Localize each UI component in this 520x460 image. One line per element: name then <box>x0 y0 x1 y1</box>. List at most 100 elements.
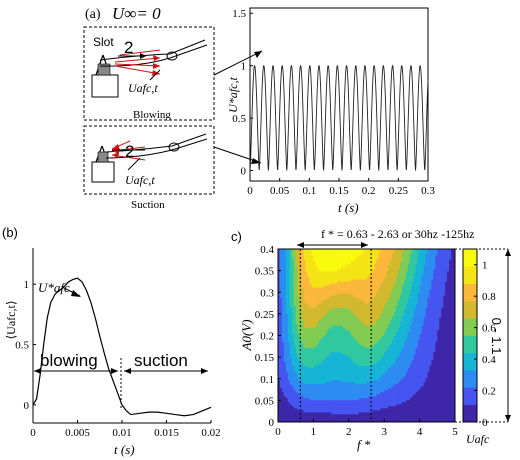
heatmap-cell <box>299 367 302 371</box>
heatmap-cell <box>301 311 304 314</box>
heatmap-cell <box>291 383 295 387</box>
heatmap-cell <box>303 263 306 266</box>
heatmap-cell <box>378 331 381 334</box>
heatmap-cell <box>279 285 283 288</box>
heatmap-cell <box>331 371 334 375</box>
heatmap-cell <box>376 365 379 369</box>
heatmap-cell <box>356 389 360 393</box>
heatmap-cell <box>321 305 324 308</box>
heatmap-cell <box>287 293 291 296</box>
x-tick-label: 0.15 <box>329 185 349 197</box>
heatmap-cell <box>388 273 391 276</box>
heatmap-cell <box>352 399 356 403</box>
heatmap-cell <box>370 387 373 391</box>
heatmap-cell <box>386 325 389 328</box>
x-tick-label: 0.25 <box>389 185 409 197</box>
heatmap-cell <box>338 347 342 350</box>
heatmap-cell <box>362 393 365 397</box>
heatmap-cell <box>354 311 358 314</box>
heatmap-cell <box>372 387 375 391</box>
heatmap-cell <box>338 331 342 334</box>
heatmap-cell <box>352 263 356 266</box>
heatmap-cell <box>384 329 387 332</box>
heatmap-cell <box>323 293 326 296</box>
heatmap-cell <box>283 319 287 322</box>
heatmap-cell <box>311 361 314 365</box>
heatmap-cell <box>313 279 316 282</box>
heatmap-cell <box>331 391 334 395</box>
heatmap-cell <box>289 381 293 385</box>
heatmap-cell <box>285 285 289 288</box>
heatmap-cell <box>279 359 283 363</box>
heatmap-cell <box>360 309 363 312</box>
heatmap-cell <box>368 357 371 361</box>
heatmap-cell <box>388 299 391 302</box>
heatmap-cell <box>384 347 387 350</box>
heatmap-cell <box>386 387 389 391</box>
heatmap-cell <box>287 361 291 365</box>
heatmap-cell <box>329 275 332 278</box>
heatmap-cell <box>323 307 326 310</box>
heatmap-cell <box>321 353 324 357</box>
heatmap-cell <box>301 309 304 312</box>
heatmap-cell <box>309 261 312 264</box>
heatmap-cell <box>319 251 322 254</box>
heatmap-cell <box>279 319 283 322</box>
heatmap-cell <box>372 391 375 395</box>
heatmap-cell <box>374 287 377 290</box>
heatmap-cell <box>350 263 354 266</box>
heatmap-cell <box>338 369 342 373</box>
heatmap-cell <box>360 311 363 314</box>
heatmap-cell <box>364 263 367 266</box>
heatmap-cell <box>358 307 361 310</box>
heatmap-cell <box>279 391 283 395</box>
heatmap-cell <box>331 299 334 302</box>
heatmap-cell <box>380 263 383 266</box>
heatmap-cell <box>388 289 391 292</box>
heatmap-cell <box>317 407 320 411</box>
heatmap-cell <box>344 265 348 268</box>
heatmap-cell <box>378 291 381 294</box>
heatmap-cell <box>319 407 322 411</box>
heatmap-cell <box>338 357 342 361</box>
heatmap-cell <box>376 381 379 385</box>
heatmap-cell <box>340 285 344 288</box>
heatmap-cell <box>382 397 385 401</box>
heatmap-cell <box>285 297 289 300</box>
heatmap-cell <box>358 331 361 334</box>
heatmap-cell <box>293 353 297 357</box>
heatmap-cell <box>295 347 299 350</box>
heatmap-cell <box>333 253 336 256</box>
heatmap-cell <box>325 353 328 357</box>
heatmap-cell <box>372 417 375 421</box>
heatmap-cell <box>348 323 352 326</box>
heatmap-cell <box>317 411 320 415</box>
heatmap-cell <box>338 257 342 260</box>
heatmap-cell <box>337 293 340 296</box>
heatmap-cell <box>281 259 285 262</box>
heatmap-cell <box>378 399 381 403</box>
heatmap-cell <box>340 349 344 352</box>
heatmap-cell <box>317 329 320 332</box>
heatmap-cell <box>305 401 308 405</box>
heatmap-cell <box>287 261 291 264</box>
heatmap-cell <box>368 393 371 397</box>
suction-label: suction <box>134 351 188 370</box>
heatmap-cell <box>289 289 293 292</box>
heatmap-cell <box>366 291 369 294</box>
heatmap-cell <box>354 321 358 324</box>
heatmap-cell <box>380 367 383 371</box>
heatmap-cell <box>291 285 295 288</box>
heatmap-cell <box>360 361 363 365</box>
heatmap-cell <box>350 315 354 318</box>
heatmap-cell <box>364 375 367 379</box>
heatmap-cell <box>321 389 324 393</box>
heatmap-cell <box>384 293 387 296</box>
heatmap-cell <box>340 375 344 379</box>
heatmap-cell <box>366 343 369 346</box>
heatmap-cell <box>338 367 342 371</box>
heatmap-cell <box>295 375 299 379</box>
heatmap-cell <box>317 359 320 363</box>
heatmap-cell <box>358 279 361 282</box>
chart-a: 0 0.05 0.1 0.15 0.2 0.25 0.300.511.5 <box>232 7 435 197</box>
